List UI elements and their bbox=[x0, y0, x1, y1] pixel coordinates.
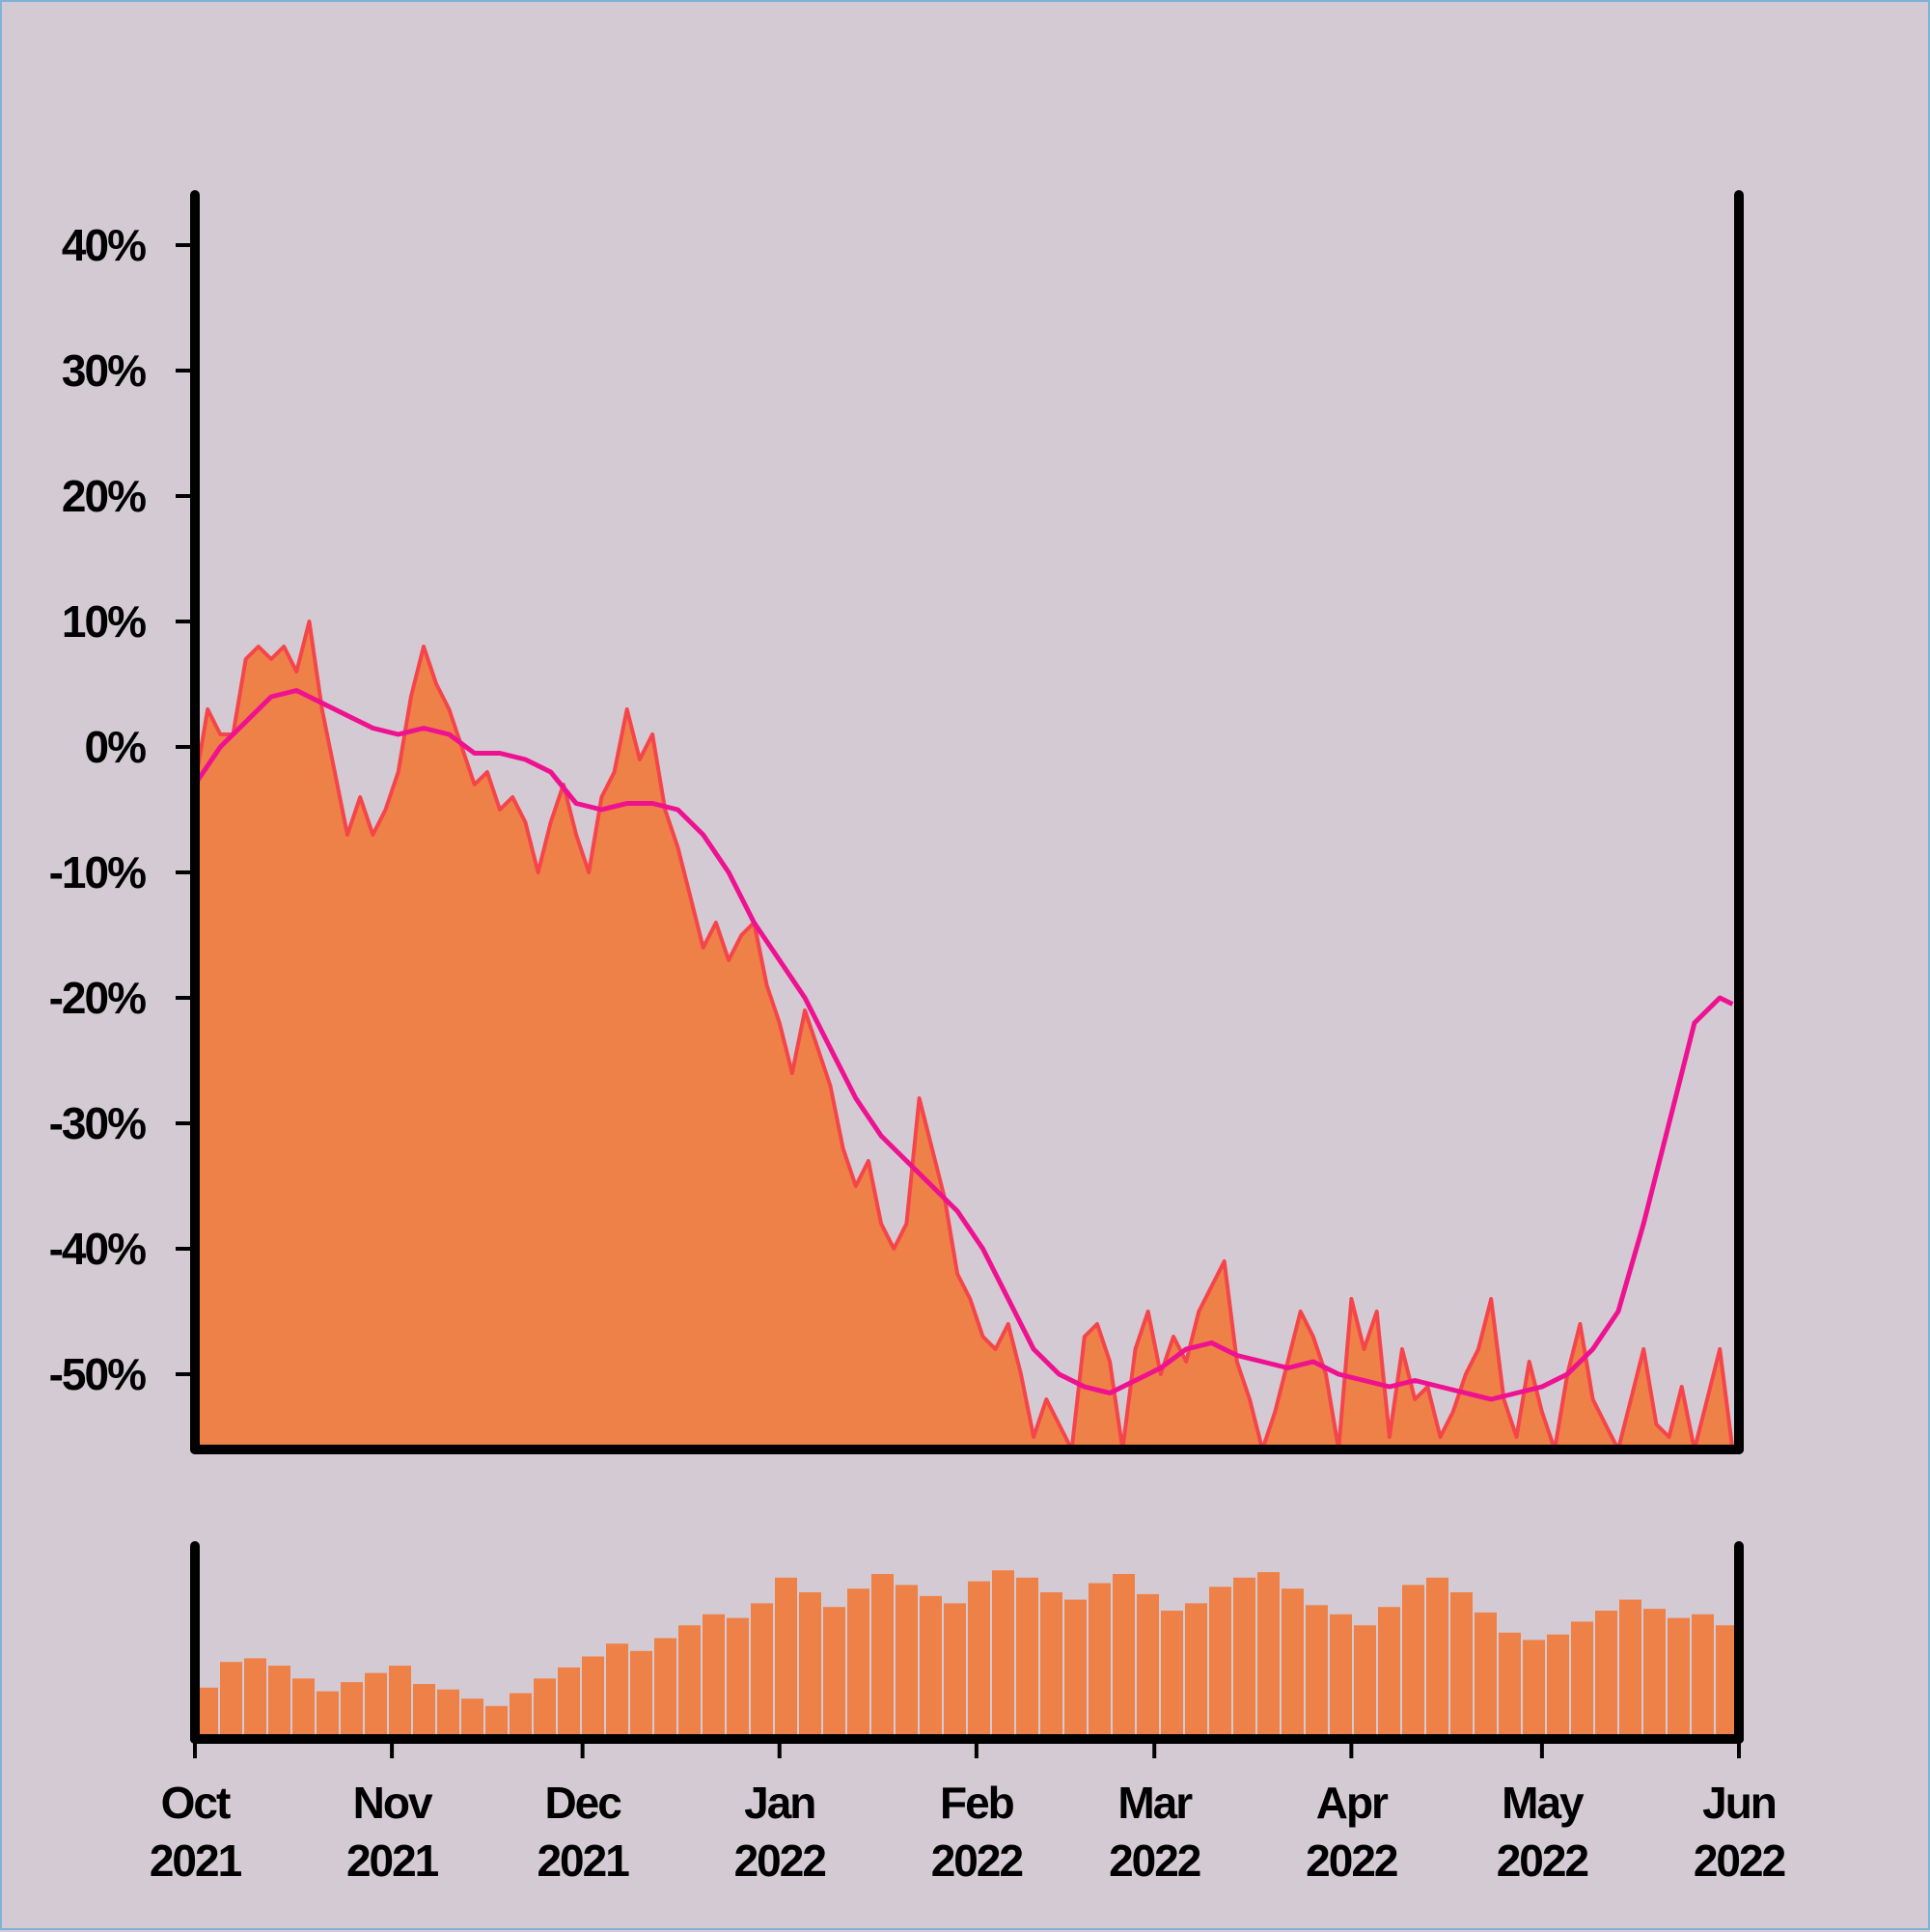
volume-bar bbox=[582, 1656, 604, 1739]
moving-average-line bbox=[195, 688, 1734, 1402]
x-tick-month: Dec bbox=[544, 1778, 621, 1828]
y-tick-label: -10% bbox=[49, 847, 146, 897]
y-tick-label: 20% bbox=[62, 471, 146, 521]
x-tick-year: 2021 bbox=[346, 1835, 439, 1886]
area-series bbox=[195, 620, 1735, 1449]
volume-bar bbox=[1233, 1577, 1255, 1739]
volume-bar bbox=[510, 1693, 532, 1739]
x-tick-month: Jun bbox=[1702, 1778, 1776, 1828]
volume-bar bbox=[485, 1705, 508, 1739]
x-tick-month: Feb bbox=[940, 1778, 1014, 1828]
volume-bar bbox=[1064, 1599, 1087, 1739]
volume-bar bbox=[1523, 1640, 1545, 1739]
volume-bar bbox=[317, 1691, 339, 1739]
x-tick-year: 2022 bbox=[1306, 1835, 1397, 1886]
volume-bar bbox=[606, 1643, 628, 1739]
volume-bar bbox=[437, 1689, 459, 1739]
volume-bar bbox=[1330, 1614, 1352, 1739]
volume-bar bbox=[1402, 1585, 1424, 1739]
volume-bar bbox=[1354, 1625, 1376, 1739]
x-tick-month: Jan bbox=[744, 1778, 814, 1828]
volume-bar bbox=[1040, 1592, 1062, 1739]
price-panel bbox=[195, 620, 1735, 1449]
volume-bar bbox=[1282, 1588, 1304, 1739]
y-tick-label: 10% bbox=[62, 596, 146, 647]
y-tick-label: -30% bbox=[49, 1098, 146, 1148]
x-tick-year: 2022 bbox=[931, 1835, 1023, 1886]
x-tick-month: Oct bbox=[161, 1778, 231, 1828]
x-tick-year: 2022 bbox=[1497, 1835, 1588, 1886]
volume-bar bbox=[461, 1698, 483, 1739]
volume-bar bbox=[847, 1588, 869, 1739]
volume-bar bbox=[220, 1662, 242, 1739]
volume-bar bbox=[1378, 1607, 1400, 1739]
y-tick-label: -20% bbox=[49, 973, 146, 1023]
volume-panel bbox=[196, 1570, 1738, 1739]
volume-bar bbox=[1016, 1577, 1038, 1739]
volume-bar bbox=[1643, 1609, 1666, 1739]
volume-bar bbox=[1547, 1634, 1569, 1739]
x-tick-month: May bbox=[1502, 1778, 1585, 1828]
x-tick-month: Apr bbox=[1316, 1778, 1389, 1828]
volume-bar bbox=[1668, 1617, 1690, 1739]
volume-bar bbox=[1113, 1574, 1135, 1739]
x-tick-year: 2021 bbox=[537, 1835, 629, 1886]
volume-bar bbox=[968, 1581, 990, 1739]
volume-bar bbox=[703, 1614, 725, 1739]
volume-bar bbox=[751, 1603, 773, 1739]
y-tick-label: 40% bbox=[62, 220, 146, 270]
volume-bar bbox=[1185, 1603, 1207, 1739]
x-tick-year: 2022 bbox=[734, 1835, 826, 1886]
x-tick-year: 2021 bbox=[150, 1835, 242, 1886]
volume-bar bbox=[558, 1667, 580, 1739]
y-tick-label: -50% bbox=[49, 1349, 146, 1399]
volume-bar bbox=[534, 1678, 556, 1739]
volume-bar bbox=[341, 1682, 363, 1739]
volume-bar bbox=[1209, 1587, 1231, 1739]
volume-bar bbox=[775, 1577, 797, 1739]
volume-bar bbox=[992, 1570, 1014, 1739]
volume-bar bbox=[944, 1603, 966, 1739]
volume-bar bbox=[823, 1607, 845, 1739]
volume-bar bbox=[1499, 1632, 1521, 1739]
volume-bar bbox=[268, 1666, 290, 1739]
axes: 40% 30% 20% 10% 0% -10% -20% -30% -40% -50% Oct 202… bbox=[49, 190, 1787, 1886]
volume-bar bbox=[654, 1638, 676, 1739]
volume-bar bbox=[630, 1650, 652, 1739]
y-tick-label: 0% bbox=[85, 722, 147, 772]
volume-bar bbox=[292, 1678, 315, 1739]
y-tick-label: 30% bbox=[62, 345, 146, 396]
volume-bar bbox=[920, 1595, 942, 1739]
volume-bar bbox=[1716, 1625, 1738, 1739]
volume-bar bbox=[1619, 1599, 1641, 1739]
volume-bar bbox=[1257, 1572, 1280, 1739]
x-tick-month: Mar bbox=[1117, 1778, 1193, 1828]
volume-bar bbox=[1692, 1614, 1714, 1739]
volume-bar bbox=[1450, 1592, 1473, 1739]
volume-bar bbox=[244, 1658, 266, 1739]
volume-bar bbox=[1161, 1611, 1183, 1739]
volume-bar bbox=[1595, 1611, 1617, 1739]
x-tick-year: 2022 bbox=[1694, 1835, 1785, 1886]
volume-bar bbox=[727, 1617, 749, 1739]
volume-bar bbox=[1426, 1577, 1448, 1739]
volume-bar bbox=[799, 1592, 821, 1739]
volume-bar bbox=[896, 1585, 918, 1739]
volume-bar bbox=[678, 1625, 701, 1739]
volume-bar bbox=[871, 1574, 894, 1739]
x-tick-year: 2022 bbox=[1109, 1835, 1200, 1886]
volume-bar bbox=[1089, 1583, 1111, 1739]
volume-bar bbox=[413, 1684, 435, 1739]
volume-bar bbox=[196, 1687, 218, 1739]
volume-bar bbox=[1475, 1612, 1497, 1739]
volume-bar bbox=[1306, 1605, 1328, 1739]
volume-bar bbox=[365, 1672, 387, 1739]
y-tick-label: -40% bbox=[49, 1224, 146, 1274]
x-tick-month: Nov bbox=[353, 1778, 433, 1828]
volume-bar bbox=[389, 1666, 411, 1739]
volume-bar bbox=[1137, 1593, 1159, 1739]
volume-bar bbox=[1571, 1621, 1593, 1739]
